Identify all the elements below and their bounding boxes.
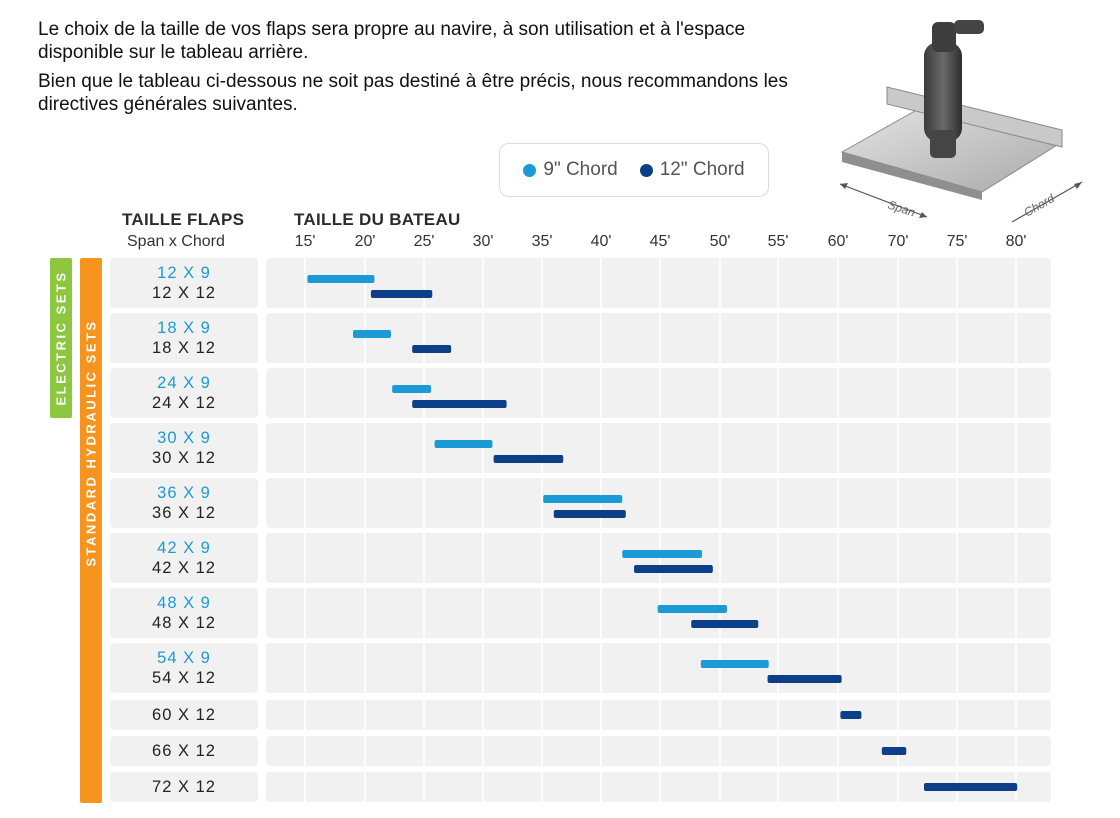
flap-size-12-chord: 48 X 12 <box>152 614 216 632</box>
bar-9-chord <box>392 385 432 393</box>
intro-text: Le choix de la taille de vos flaps sera … <box>38 18 798 122</box>
bar-12-chord <box>767 675 842 683</box>
legend-label-12-chord: 12" Chord <box>659 159 745 180</box>
flap-size-9-chord: 18 X 9 <box>157 319 211 337</box>
chart-row-background <box>266 588 1051 638</box>
bar-9-chord <box>657 605 727 613</box>
intro-line-1: Le choix de la taille de vos flaps sera … <box>38 19 746 63</box>
x-tick-label: 50' <box>709 233 731 250</box>
bar-9-chord <box>434 440 493 448</box>
x-tick-label: 45' <box>649 233 671 250</box>
flap-size-12-chord: 36 X 12 <box>152 504 216 522</box>
x-tick-label: 15' <box>294 233 316 250</box>
flap-size-cell: 18 X 9 18 X 12 <box>110 313 258 363</box>
x-tick-label: 60' <box>827 233 849 250</box>
x-tick-label: 40' <box>590 233 612 250</box>
bar-12-chord <box>840 711 862 719</box>
flap-size-12-chord: 12 X 12 <box>152 284 216 302</box>
flap-size-12-chord: 42 X 12 <box>152 559 216 577</box>
boat-size-title: TAILLE DU BATEAU <box>294 210 461 229</box>
legend-item-9-chord: 9" Chord <box>523 159 618 181</box>
chart-row-background <box>266 772 1051 802</box>
bar-12-chord <box>412 400 507 408</box>
flap-size-9-chord: 36 X 9 <box>157 484 211 502</box>
flap-size-12-chord: 60 X 12 <box>152 706 216 724</box>
flap-size-cell: 60 X 12 <box>110 700 258 730</box>
bar-12-chord <box>881 747 907 755</box>
flap-size-9-chord: 54 X 9 <box>157 649 211 667</box>
bar-9-chord <box>622 550 702 558</box>
electric-sets-bar: ELECTRIC SETS <box>50 258 72 418</box>
flap-size-cell: 42 X 9 42 X 12 <box>110 533 258 583</box>
chart-row-background <box>266 700 1051 730</box>
legend-label-9-chord: 9" Chord <box>543 159 618 180</box>
bar-12-chord <box>553 510 626 518</box>
x-tick-label: 25' <box>413 233 435 250</box>
x-tick-label: 20' <box>354 233 376 250</box>
chart-row-background <box>266 313 1051 363</box>
bar-9-chord <box>700 660 769 668</box>
bar-9-chord <box>353 330 391 338</box>
flap-size-12-chord: 30 X 12 <box>152 449 216 467</box>
intro-line-2: Bien que le tableau ci-dessous ne soit p… <box>38 71 788 115</box>
chart-row-background <box>266 423 1051 473</box>
flap-size-9-chord: 30 X 9 <box>157 429 211 447</box>
bar-9-chord <box>543 495 623 503</box>
flap-size-12-chord: 24 X 12 <box>152 394 216 412</box>
bar-12-chord <box>493 455 564 463</box>
flap-size-cell: 12 X 9 12 X 12 <box>110 258 258 308</box>
flap-size-cell: 36 X 9 36 X 12 <box>110 478 258 528</box>
legend-item-12-chord: 12" Chord <box>639 159 745 181</box>
bar-12-chord <box>691 620 759 628</box>
x-tick-label: 55' <box>767 233 789 250</box>
trim-tab-product-image: Span Chord <box>839 20 1083 223</box>
x-tick-label: 35' <box>531 233 553 250</box>
bar-12-chord <box>370 290 433 298</box>
flap-size-9-chord: 48 X 9 <box>157 594 211 612</box>
chart-row-background <box>266 478 1051 528</box>
bar-9-chord <box>307 275 375 283</box>
bar-12-chord <box>634 565 713 573</box>
hydraulic-sets-bar: STANDARD HYDRAULIC SETS <box>80 258 102 803</box>
flap-size-cell: 54 X 9 54 X 12 <box>110 643 258 693</box>
flap-size-9-chord: 42 X 9 <box>157 539 211 557</box>
legend-dot-12-chord <box>639 163 653 177</box>
flap-size-cell: 48 X 9 48 X 12 <box>110 588 258 638</box>
flap-size-cell: 24 X 9 24 X 12 <box>110 368 258 418</box>
flaps-size-title: TAILLE FLAPS <box>122 210 245 229</box>
flaps-size-subtitle: Span x Chord <box>127 233 225 250</box>
x-tick-label: 75' <box>946 233 968 250</box>
flap-size-cell: 30 X 9 30 X 12 <box>110 423 258 473</box>
flap-size-12-chord: 54 X 12 <box>152 669 216 687</box>
flap-size-12-chord: 18 X 12 <box>152 339 216 357</box>
x-tick-label: 80' <box>1005 233 1027 250</box>
flap-size-9-chord: 12 X 9 <box>157 264 211 282</box>
bar-12-chord <box>412 345 452 353</box>
chart-legend: 9" Chord 12" Chord <box>499 143 769 197</box>
flap-size-12-chord: 66 X 12 <box>152 742 216 760</box>
flap-size-12-chord: 72 X 12 <box>152 778 216 796</box>
chart-row-background <box>266 643 1051 693</box>
flap-size-cell: 66 X 12 <box>110 736 258 766</box>
legend-dot-9-chord <box>523 163 537 177</box>
x-tick-label: 30' <box>472 233 494 250</box>
flap-size-cell: 72 X 12 <box>110 772 258 802</box>
flap-size-9-chord: 24 X 9 <box>157 374 211 392</box>
bar-12-chord <box>923 783 1018 791</box>
x-tick-label: 70' <box>887 233 909 250</box>
chart-row-background <box>266 258 1051 308</box>
chart-row-background <box>266 736 1051 766</box>
